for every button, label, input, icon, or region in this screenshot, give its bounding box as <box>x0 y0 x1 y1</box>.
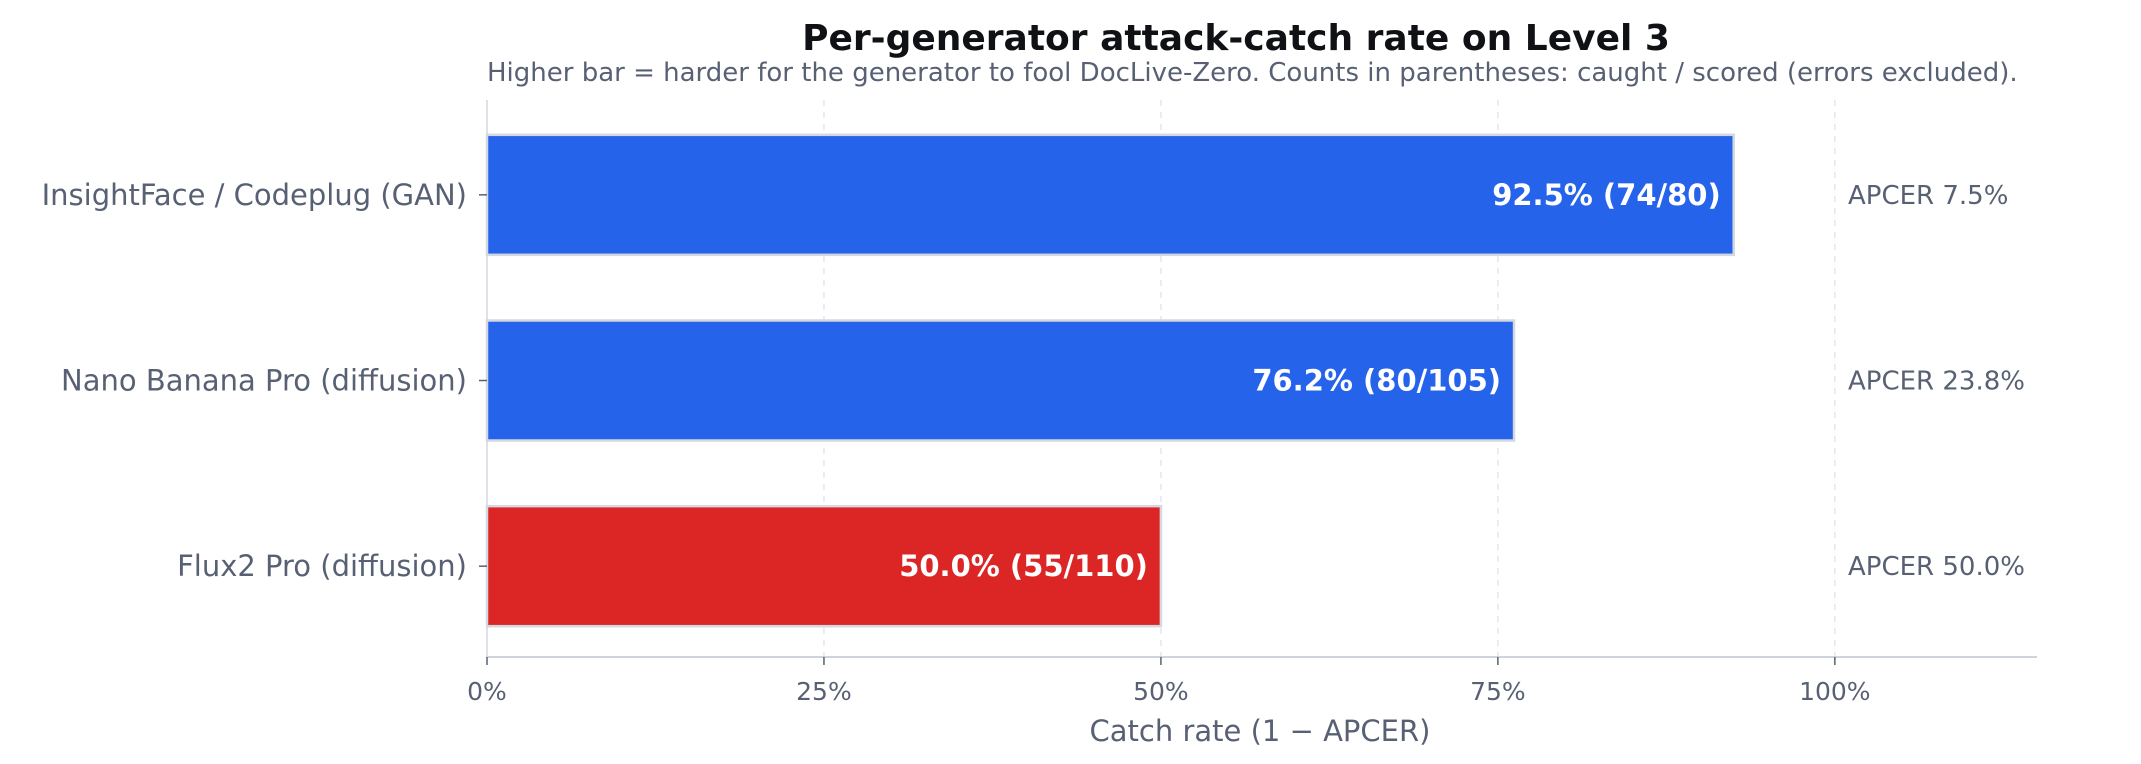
x-axis-label: Catch rate (1 − APCER) <box>1090 714 1431 748</box>
apcer-label: APCER 7.5% <box>1848 181 2008 211</box>
bar-value-label: 92.5% (74/80) <box>1492 178 1721 212</box>
chart-subtitle: Higher bar = harder for the generator to… <box>487 58 2018 88</box>
bar <box>485 319 1516 442</box>
bar <box>485 504 1163 628</box>
bar-value-label: 76.2% (80/105) <box>1252 364 1501 398</box>
x-tick-label: 50% <box>1133 677 1189 706</box>
x-tick-label: 0% <box>467 677 507 706</box>
y-tick-label: Flux2 Pro (diffusion) <box>177 549 467 583</box>
apcer-label: APCER 50.0% <box>1848 552 2025 582</box>
y-tick-label: Nano Banana Pro (diffusion) <box>61 364 467 398</box>
y-tick-label: InsightFace / Codeplug (GAN) <box>42 178 467 212</box>
bar <box>485 133 1735 257</box>
x-tick-label: 75% <box>1470 677 1526 706</box>
chart-title: Per-generator attack-catch rate on Level… <box>802 18 1670 59</box>
apcer-label: APCER 23.8% <box>1848 367 2025 397</box>
bar-value-label: 50.0% (55/110) <box>899 549 1148 583</box>
x-tick-label: 25% <box>796 677 852 706</box>
x-tick-label: 100% <box>1799 677 1870 706</box>
